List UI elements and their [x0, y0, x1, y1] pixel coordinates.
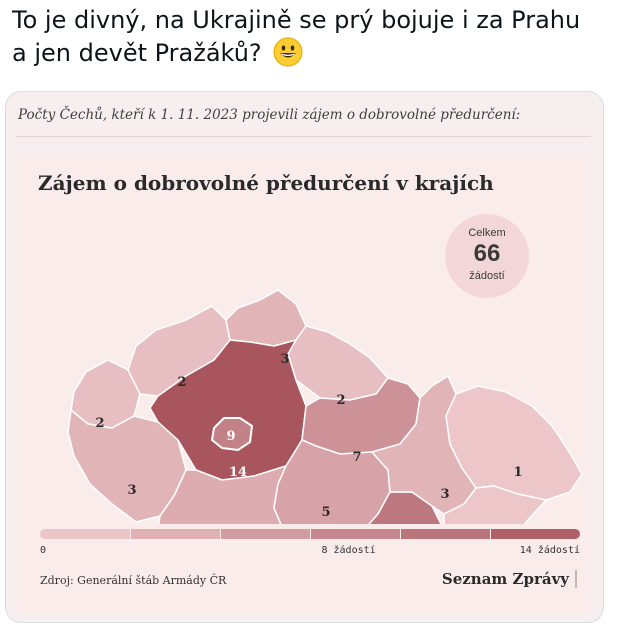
region-kralovehradecky	[287, 325, 389, 401]
label-plzensky: 3	[127, 483, 136, 498]
label-olomoucky: 3	[440, 487, 449, 502]
region-praha	[211, 417, 253, 451]
legend-tick-label: 8 žádostí	[321, 545, 376, 556]
chart-subtitle: Počty Čechů, kteří k 1. 11. 2023 projevi…	[18, 107, 521, 123]
legend-segment	[40, 529, 130, 539]
region-liberecky	[225, 289, 307, 347]
brand-logo: Seznam Zprávy	[442, 570, 577, 588]
czech-regions-map: 2 2 3 2 3 14 9 7 4 5 10 3 1 1	[67, 289, 583, 524]
label-kralovehradecky: 2	[336, 393, 345, 408]
region-zlinsky	[443, 485, 547, 524]
chart-title: Zájem o dobrovolné předurčení v krajích	[38, 171, 494, 195]
legend-segment	[131, 529, 220, 539]
total-badge: Celkem 66 žádostí	[445, 214, 529, 298]
region-jihocesky	[157, 465, 287, 524]
tweet-body: To je divný, na Ukrajině se prý bojuje i…	[12, 6, 581, 67]
label-pardubicky: 7	[352, 450, 361, 465]
region-moravskoslezsky	[445, 385, 583, 501]
source-note: Zdroj: Generální štáb Armády ČR	[40, 574, 227, 587]
legend-segment	[491, 529, 580, 539]
label-ustecky: 2	[177, 375, 186, 390]
legend-segment	[311, 529, 400, 539]
grinning-face-icon	[273, 37, 303, 67]
label-karlovarsky: 2	[95, 416, 104, 431]
tweet-text: To je divný, na Ukrajině se prý bojuje i…	[12, 4, 602, 70]
legend-segment	[221, 529, 310, 539]
total-value: 66	[473, 240, 501, 267]
label-vysocina: 5	[321, 505, 330, 520]
media-card[interactable]: Počty Čechů, kteří k 1. 11. 2023 projevi…	[5, 91, 604, 623]
total-caption: Celkem	[468, 227, 506, 239]
label-moravskoslezsky: 1	[513, 465, 522, 480]
label-stredocesky: 14	[229, 465, 247, 480]
total-unit: žádostí	[469, 270, 505, 282]
label-praha: 9	[226, 429, 235, 444]
divider	[16, 136, 591, 137]
legend-tick-label: 0	[40, 545, 47, 556]
chart-panel: Zájem o dobrovolné předurčení v krajích	[16, 154, 591, 612]
legend-tick-label: 14 žádostí	[519, 545, 580, 556]
label-liberecky: 3	[280, 352, 289, 367]
legend-segment	[401, 529, 490, 539]
